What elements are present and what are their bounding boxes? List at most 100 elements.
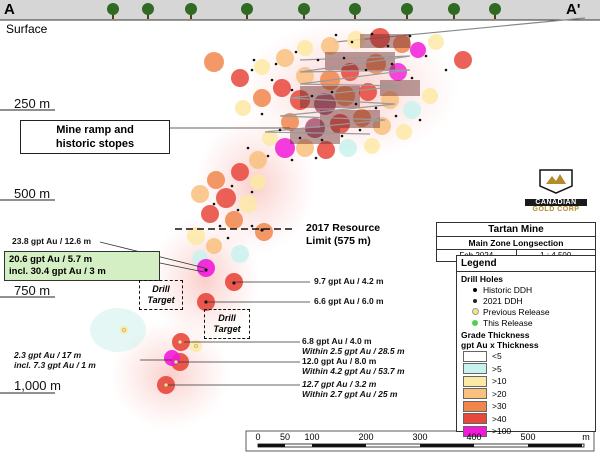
legend-grade-item: >10 [457, 375, 595, 388]
legend-item-this-release: This Release [457, 317, 595, 328]
legend-grade-item: >5 [457, 363, 595, 376]
legend-label-previous: Previous Release [483, 306, 550, 317]
intercept-7a: 12.7 gpt Au / 3.2 m [302, 379, 377, 389]
intercept-4a: 6.8 gpt Au / 4.0 m [302, 336, 372, 346]
legend-label-2021: 2021 DDH [483, 295, 523, 306]
grade-swatch-label: >30 [492, 401, 507, 412]
section-end-label: A' [566, 1, 581, 18]
legend-grade-item: <5 [457, 350, 595, 363]
legend-grade-heading-1: Grade Thickness [461, 330, 530, 340]
grade-swatch [463, 375, 487, 387]
intercept-4b: Within 2.5 gpt Au / 28.5 m [302, 346, 405, 356]
legend-grade-item: >20 [457, 388, 595, 401]
depth-ticks [0, 109, 55, 394]
intercept-label-1: 23.8 gpt Au / 12.6 m [12, 236, 92, 246]
legend-label-this-release: This Release [483, 317, 533, 328]
legend-grade-item: >30 [457, 400, 595, 413]
yellow-dot-icon [471, 308, 479, 315]
intercept-label-2: 9.7 gpt Au / 4.2 m [314, 276, 384, 286]
company-logo: CANADIAN GOLD CORP [525, 168, 587, 213]
tree-icon [241, 3, 253, 19]
resource-limit-label: 2017 Resource Limit (575 m) [306, 222, 380, 248]
mine-ramp-line2: historic stopes [55, 138, 135, 150]
depth-label-750: 750 m [14, 283, 51, 298]
drill-target-2-line2: Target [213, 324, 241, 334]
legend-grade-swatches: <5 >5 >10 >20 >30 >40 >100 [457, 350, 595, 438]
surface-label: Surface [6, 22, 48, 36]
legend: Legend Drill Holes Historic DDH 2021 DDH… [456, 255, 596, 437]
legend-item-previous: Previous Release [457, 306, 595, 317]
tree-icon [448, 3, 460, 19]
drill-target-1-line2: Target [147, 295, 175, 305]
grade-swatch-label: >40 [492, 413, 507, 424]
scale-tick-label: 50 [279, 432, 291, 442]
intercept-7b: Within 2.7 gpt Au / 25 m [302, 389, 398, 399]
tree-icon [489, 3, 501, 19]
drill-target-2: Drill Target [204, 309, 250, 339]
highlight-intercept-box: 20.6 gpt Au / 5.7 m incl. 30.4 gpt Au / … [4, 251, 160, 281]
tree-icon [142, 3, 154, 19]
resource-limit-line2: Limit (575 m) [306, 235, 371, 247]
drill-hole-dots [204, 32, 448, 304]
scale-tick-label: 400 [466, 432, 482, 442]
grade-swatch-label: >100 [492, 426, 512, 437]
mine-ramp-line1: Mine ramp and [56, 124, 134, 136]
scale-tick-label: 0 [255, 432, 261, 442]
resource-limit-line1: 2017 Resource [306, 222, 381, 234]
previous-release-dots [121, 328, 198, 388]
black-dot-icon [473, 298, 477, 303]
scale-bar-graphic [257, 443, 585, 448]
black-dot-icon [473, 287, 477, 292]
section-start-label: A [4, 1, 15, 18]
scale-bar: 0 50 100 200 300 400 500 m [252, 432, 592, 450]
legend-item-2021: 2021 DDH [457, 295, 595, 306]
scale-tick-label: 100 [304, 432, 320, 442]
intercept-6a: 2.3 gpt Au / 17 m [14, 350, 82, 360]
intercept-5a: 12.0 gpt Au / 8.0 m [302, 356, 377, 366]
tree-icon [107, 3, 119, 19]
scale-tick-label: 200 [358, 432, 374, 442]
tree-icon [349, 3, 361, 19]
logo-line1: CANADIAN [525, 199, 587, 206]
depth-label-500: 500 m [14, 186, 51, 201]
grade-swatch-label: >5 [492, 363, 502, 374]
logo-emblem-icon [539, 169, 573, 194]
grade-swatch [463, 413, 487, 425]
mine-ramp-callout: Mine ramp and historic stopes [20, 120, 170, 154]
legend-grade-item: >40 [457, 413, 595, 426]
legend-grade-item: >100 [457, 425, 595, 438]
logo-line2: GOLD CORP [532, 206, 580, 213]
title-block-title: Tartan Mine [437, 223, 595, 237]
highlight-intercept-1: 20.6 gpt Au / 5.7 m [9, 254, 93, 265]
tree-icon [298, 3, 310, 19]
intercept-6b: incl. 7.3 gpt Au / 1 m [14, 360, 96, 370]
intercept-label-4: 6.8 gpt Au / 4.0 m Within 2.5 gpt Au / 2… [302, 336, 405, 356]
tree-icon [185, 3, 197, 19]
scale-unit-label: m [582, 432, 590, 442]
title-block-subtitle: Main Zone Longsection [437, 237, 595, 250]
intercept-label-7: 12.7 gpt Au / 3.2 m Within 2.7 gpt Au / … [302, 379, 397, 399]
scale-frame [245, 430, 595, 452]
drill-target-2-line1: Drill [218, 313, 236, 323]
grade-swatch [463, 425, 487, 437]
drill-target-1: Drill Target [139, 280, 183, 310]
grade-swatch [463, 363, 487, 375]
intercept-label-6: 2.3 gpt Au / 17 m incl. 7.3 gpt Au / 1 m [14, 350, 96, 370]
scale-tick-label: 300 [412, 432, 428, 442]
tree-icon [401, 3, 413, 19]
tree-icons [107, 3, 501, 19]
mine-ramp [264, 55, 411, 135]
legend-item-historic: Historic DDH [457, 284, 595, 295]
grade-swatch-label: >10 [492, 376, 507, 387]
intercept-label-3: 6.6 gpt Au / 6.0 m [314, 296, 384, 306]
green-dot-icon [472, 319, 478, 326]
grade-swatch-label: <5 [492, 351, 502, 362]
legend-title: Legend [457, 256, 595, 272]
depth-label-250: 250 m [14, 96, 51, 111]
grade-swatch [463, 350, 487, 362]
grade-swatch [463, 388, 487, 400]
scale-tick-label: 500 [520, 432, 536, 442]
legend-label-historic: Historic DDH [483, 284, 533, 295]
